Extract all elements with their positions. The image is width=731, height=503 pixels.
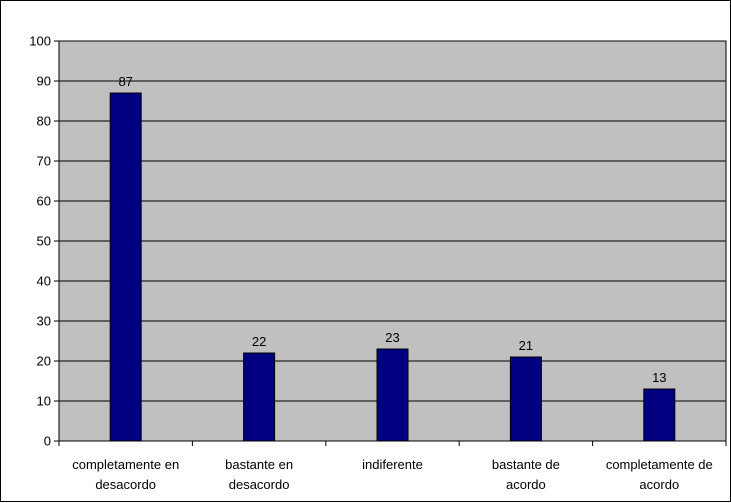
bar (509, 356, 542, 442)
x-tick-label: indiferente (362, 457, 423, 472)
x-tick-label: bastante de (492, 457, 560, 472)
y-tick-label: 10 (37, 394, 51, 409)
data-labels: 87 22 23 21 13 (118, 74, 666, 385)
bar (643, 388, 676, 442)
x-tick-label: completamente en (72, 457, 179, 472)
x-axis: completamente en desacordo bastante en desa… (58, 440, 727, 492)
gridlines (59, 40, 726, 402)
x-tick-label: acordo (506, 477, 546, 492)
y-tick-label: 40 (37, 274, 51, 289)
y-tick-label: 50 (37, 234, 51, 249)
x-tick-label: bastante en (225, 457, 293, 472)
y-tick-label: 0 (44, 434, 51, 449)
x-tick-label: desacordo (229, 477, 290, 492)
data-label: 87 (118, 74, 132, 89)
data-label: 21 (519, 338, 533, 353)
bar (376, 348, 409, 442)
x-tick-label: acordo (639, 477, 679, 492)
bar (243, 352, 276, 442)
bar (109, 92, 142, 442)
y-tick-label: 20 (37, 354, 51, 369)
y-tick-label: 80 (37, 114, 51, 129)
data-label: 23 (385, 330, 399, 345)
y-tick-label: 60 (37, 194, 51, 209)
data-label: 13 (652, 370, 666, 385)
y-tick-label: 100 (29, 34, 51, 49)
x-tick-label: desacordo (95, 477, 156, 492)
y-tick-label: 90 (37, 74, 51, 89)
y-tick-label: 70 (37, 154, 51, 169)
y-tick-label: 30 (37, 314, 51, 329)
x-tick-label: completamente de (606, 457, 713, 472)
data-label: 22 (252, 334, 266, 349)
y-axis: 0 10 20 30 40 50 60 70 80 90 100 (29, 34, 60, 449)
